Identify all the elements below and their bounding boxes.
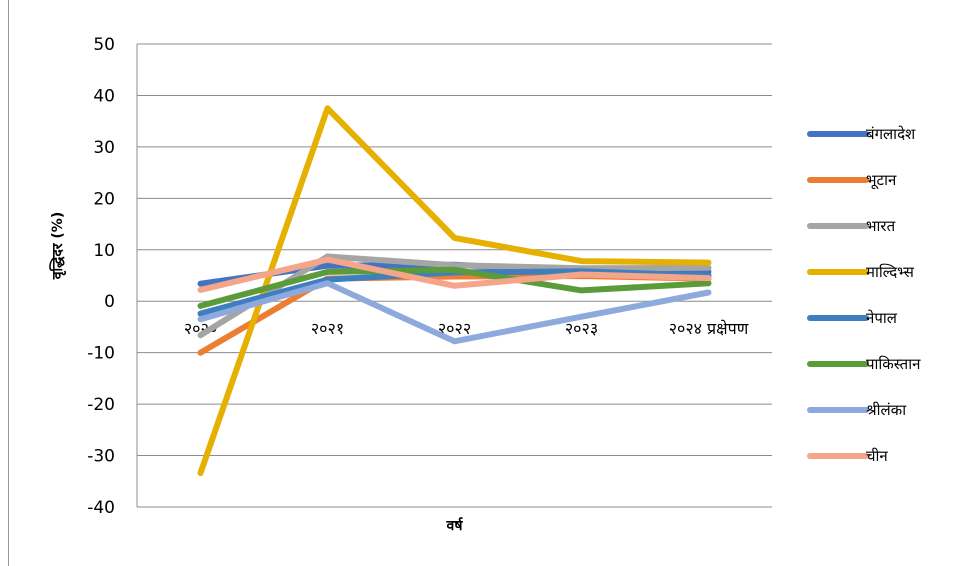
series-line — [197, 105, 712, 476]
x-tick-label: २०२२ — [438, 319, 471, 338]
x-tick-label: २०२४ प्रक्षेपण — [669, 319, 749, 338]
y-tick-label: -10 — [87, 344, 115, 364]
y-tick-label: 20 — [93, 189, 115, 209]
series-line — [197, 256, 712, 293]
legend-label: श्रीलंका — [866, 401, 907, 419]
x-tick-label: २०२१ — [311, 319, 344, 338]
series-line — [197, 280, 712, 345]
y-tick-label: -20 — [87, 395, 115, 415]
y-tick-label: -30 — [87, 447, 115, 467]
chart-frame — [8, 0, 954, 566]
y-tick-label: 30 — [93, 138, 115, 158]
x-axis-title: वर्ष — [446, 517, 464, 534]
y-tick-label: 40 — [93, 86, 115, 106]
legend-label: नेपाल — [866, 309, 898, 327]
legend-label: पाकिस्तान — [866, 355, 921, 373]
series-line — [197, 266, 712, 309]
y-tick-label: 10 — [93, 241, 115, 261]
x-tick-label: २०२३ — [565, 319, 598, 338]
legend-label: बंगलादेश — [866, 125, 916, 143]
y-tick-label: 0 — [104, 292, 115, 312]
y-tick-label: 50 — [93, 35, 115, 55]
y-axis-title: वृद्धिदर (%) — [49, 212, 67, 280]
legend-label: भूटान — [866, 171, 897, 190]
legend-label: चीन — [866, 447, 888, 465]
y-tick-label: -40 — [87, 498, 115, 518]
legend-label: माल्दिभ्स — [866, 263, 915, 281]
legend-label: भारत — [866, 217, 896, 235]
